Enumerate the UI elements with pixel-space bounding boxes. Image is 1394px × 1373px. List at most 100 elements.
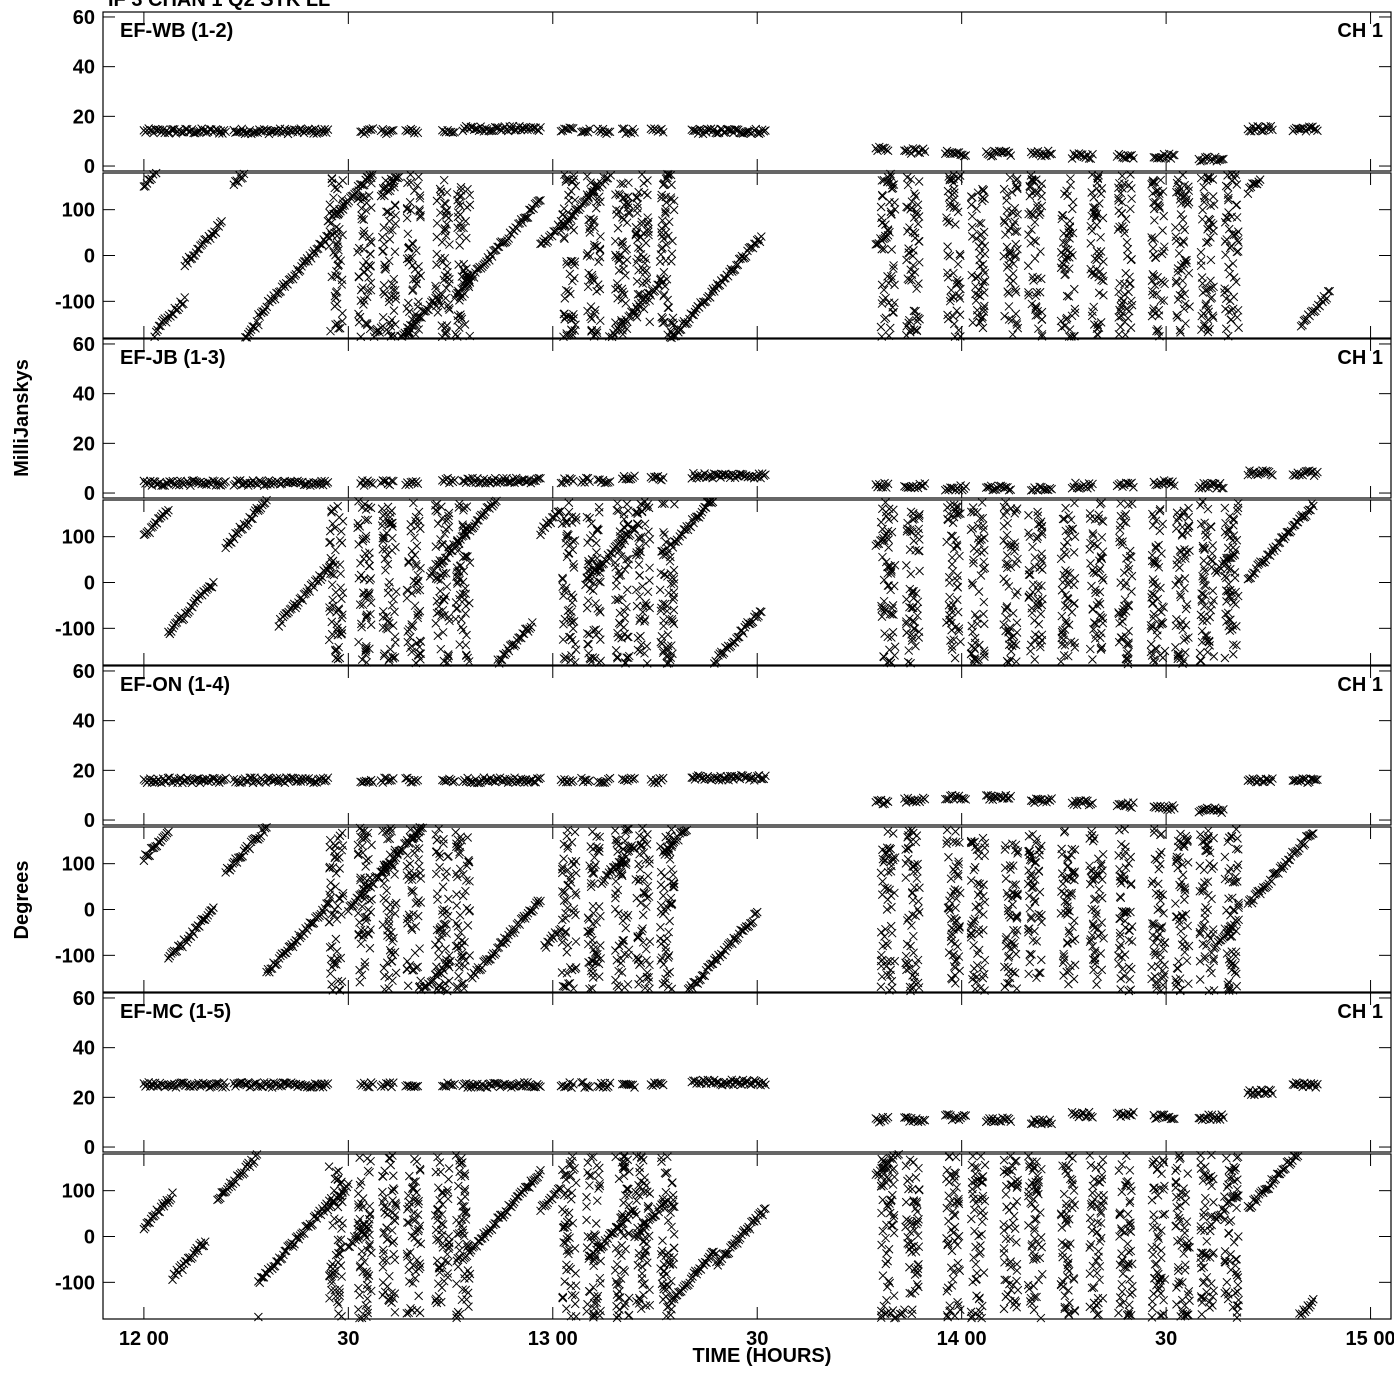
data-point [613, 223, 623, 233]
data-point [878, 524, 887, 534]
data-point [1004, 794, 1014, 803]
data-point [404, 307, 414, 317]
data-point [324, 215, 334, 225]
data-point [353, 519, 363, 528]
data-point [1023, 261, 1033, 271]
data-point [148, 170, 158, 179]
data-point [1224, 262, 1233, 272]
data-point [888, 601, 898, 610]
data-point [1066, 180, 1075, 190]
phase-tick-label: 100 [62, 854, 95, 876]
data-point [667, 180, 676, 190]
data-point [948, 518, 958, 528]
data-point [1325, 286, 1335, 296]
data-point [616, 570, 626, 580]
data-point [1067, 204, 1077, 214]
data-point [443, 650, 453, 659]
data-point [567, 635, 577, 645]
data-point [451, 604, 461, 614]
data-point [1180, 299, 1190, 309]
data-point [353, 181, 363, 191]
data-point [889, 307, 898, 317]
data-point [1114, 206, 1124, 216]
data-point [1070, 642, 1080, 652]
data-point [909, 536, 919, 546]
data-point [296, 124, 306, 133]
data-point [641, 539, 651, 548]
data-point [338, 308, 347, 318]
data-point [461, 216, 471, 226]
data-point [955, 310, 965, 320]
data-point [583, 538, 592, 548]
amp-tick-label: 60 [73, 661, 95, 683]
data-point [1030, 630, 1040, 639]
data-point [1004, 226, 1014, 236]
data-point [1092, 220, 1102, 230]
data-point [543, 236, 553, 246]
data-point [387, 126, 396, 135]
data-point [582, 512, 592, 522]
data-point [323, 125, 333, 134]
data-point [442, 582, 452, 592]
data-point [881, 293, 890, 303]
data-point [391, 587, 401, 596]
data-point [620, 614, 630, 623]
data-point [661, 209, 670, 218]
data-point [595, 244, 605, 254]
data-point [177, 300, 187, 309]
data-point [584, 640, 593, 649]
data-point [1151, 542, 1161, 552]
data-point [890, 205, 900, 214]
data-point [1069, 548, 1079, 557]
data-point [1233, 247, 1243, 256]
data-point [1099, 257, 1108, 266]
data-point [560, 614, 570, 624]
data-point [1092, 178, 1102, 188]
data-point [448, 128, 458, 137]
amp-tick-label: 20 [73, 106, 95, 128]
data-point [1148, 235, 1158, 245]
data-point [567, 512, 577, 522]
data-point [1198, 497, 1208, 506]
data-point [1115, 525, 1125, 535]
data-point [623, 506, 633, 516]
data-point [209, 903, 218, 913]
data-point [943, 242, 952, 251]
data-point [1164, 149, 1174, 159]
data-point [1148, 598, 1158, 608]
data-point [520, 213, 530, 223]
data-point [678, 319, 687, 328]
data-point [761, 771, 770, 781]
data-point [463, 653, 473, 663]
data-point [230, 176, 240, 186]
data-point [663, 630, 673, 639]
data-point [1197, 214, 1207, 224]
data-point [1152, 153, 1162, 163]
amp-tick-label: 40 [73, 57, 95, 79]
data-point [1002, 196, 1011, 205]
data-point [424, 305, 433, 315]
amplitude-frame [102, 665, 1392, 826]
data-point [636, 631, 645, 641]
baseline-label: EF-WB (1-2) [120, 20, 233, 42]
data-point [1115, 618, 1124, 628]
data-point [1037, 600, 1047, 610]
data-point [1114, 330, 1124, 339]
data-point [658, 127, 668, 137]
data-point [462, 202, 472, 212]
data-point [1215, 155, 1225, 164]
data-point [658, 473, 668, 482]
data-point [1196, 156, 1205, 166]
data-point [945, 592, 955, 602]
data-point [404, 257, 414, 267]
data-point [669, 205, 679, 215]
data-point [1125, 204, 1135, 214]
data-point [979, 533, 989, 543]
data-point [606, 548, 616, 558]
data-point [1065, 216, 1075, 226]
data-point [409, 576, 419, 586]
data-point [390, 247, 400, 257]
data-point [1308, 501, 1318, 511]
data-point [1026, 646, 1035, 656]
data-point [1268, 774, 1277, 783]
